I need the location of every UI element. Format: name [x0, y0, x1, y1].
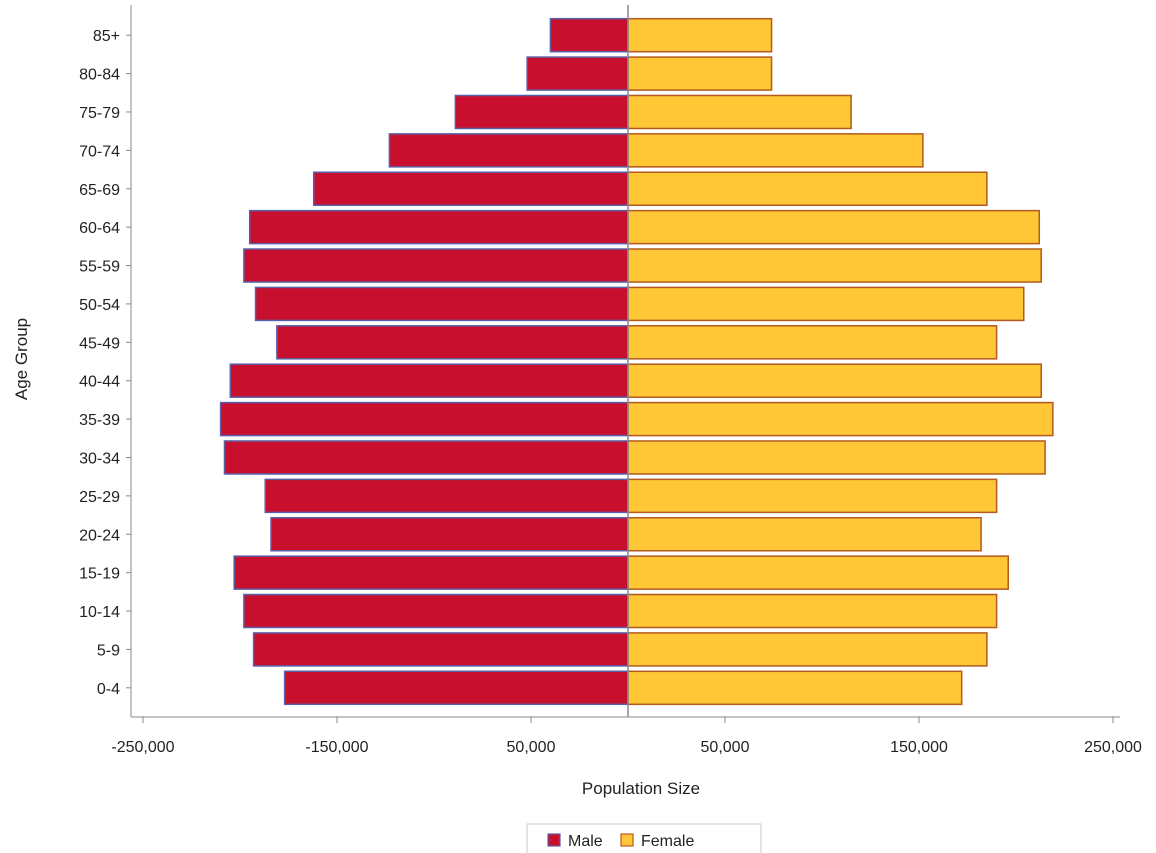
female-bar-10-14: [627, 593, 998, 629]
legend-box: [526, 823, 762, 853]
female-bar-25-29: [627, 478, 998, 514]
female-bar-80-84: [627, 56, 773, 91]
y-tick-label-15-19: 15-19: [79, 566, 120, 583]
male-bar-85+: [549, 17, 629, 53]
male-bar-40-44: [229, 363, 629, 398]
female-bar-85+: [627, 17, 773, 53]
x-tick-label-3: 50,000: [701, 739, 750, 756]
y-tick-label-20-24: 20-24: [79, 527, 120, 544]
y-tick-label-10-14: 10-14: [79, 604, 120, 621]
male-bar-20-24: [270, 516, 629, 552]
female-bar-55-59: [627, 248, 1042, 283]
legend-label-male: Male: [568, 833, 603, 850]
female-bar-0-4: [627, 670, 963, 706]
y-tick-label-55-59: 55-59: [79, 259, 120, 276]
female-bar-45-49: [627, 325, 998, 360]
y-tick-label-35-39: 35-39: [79, 412, 120, 429]
male-bar-15-19: [233, 555, 629, 590]
y-axis-title: Age Group: [12, 318, 31, 400]
x-axis-title: Population Size: [582, 779, 700, 798]
male-bar-5-9: [252, 632, 629, 667]
male-bar-35-39: [219, 401, 629, 437]
y-tick-labels: 0-4 5-9 10-14 15-19 20-24 25-29 30-34 35-39 40-4…: [79, 28, 131, 698]
x-tick-label-4: 150,000: [890, 739, 948, 756]
female-bar-15-19: [627, 555, 1009, 590]
bars-group: [219, 17, 1054, 706]
female-bar-40-44: [627, 363, 1042, 398]
y-tick-label-60-64: 60-64: [79, 220, 120, 237]
female-bar-20-24: [627, 516, 982, 552]
y-tick-label-30-34: 30-34: [79, 450, 120, 467]
male-bar-60-64: [248, 209, 629, 245]
female-bar-50-54: [627, 286, 1025, 322]
male-bar-0-4: [283, 670, 629, 706]
y-tick-label-65-69: 65-69: [79, 182, 120, 199]
y-tick-label-75-79: 75-79: [79, 105, 120, 122]
y-tick-label-40-44: 40-44: [79, 374, 120, 391]
x-tick-label-5: 250,000: [1084, 739, 1142, 756]
x-tick-label-0: -250,000: [111, 739, 174, 756]
male-bar-55-59: [243, 248, 629, 283]
y-tick-label-85+: 85+: [93, 28, 120, 45]
female-bar-70-74: [627, 133, 924, 168]
x-tick-labels: -250,000 -150,000 50,000 50,000 150,000 250,0…: [111, 717, 1142, 756]
male-bar-70-74: [388, 133, 629, 168]
y-tick-label-25-29: 25-29: [79, 489, 120, 506]
female-bar-65-69: [627, 171, 988, 207]
female-bar-5-9: [627, 632, 988, 667]
female-bar-75-79: [627, 94, 852, 130]
male-bar-65-69: [312, 171, 629, 207]
male-bar-75-79: [454, 94, 629, 130]
male-bar-80-84: [526, 56, 629, 91]
axes-group: [130, 5, 1120, 718]
female-bar-60-64: [627, 209, 1041, 245]
y-tick-label-5-9: 5-9: [97, 642, 120, 659]
legend: Male Female: [526, 823, 762, 853]
y-tick-label-80-84: 80-84: [79, 67, 120, 84]
female-bar-35-39: [627, 401, 1054, 437]
legend-swatch-female: [620, 833, 634, 847]
legend-swatch-male: [547, 833, 561, 847]
y-tick-label-45-49: 45-49: [79, 335, 120, 352]
x-tick-label-2: 50,000: [507, 739, 556, 756]
legend-label-female: Female: [641, 833, 694, 850]
y-tick-label-50-54: 50-54: [79, 297, 120, 314]
male-bar-45-49: [276, 325, 629, 360]
y-tick-label-70-74: 70-74: [79, 143, 120, 160]
x-tick-label-1: -150,000: [305, 739, 368, 756]
male-bar-50-54: [254, 286, 629, 322]
male-bar-10-14: [243, 593, 629, 629]
y-tick-label-0-4: 0-4: [97, 681, 120, 698]
female-bar-30-34: [627, 440, 1046, 475]
male-bar-25-29: [264, 478, 629, 514]
male-bar-30-34: [223, 440, 629, 475]
